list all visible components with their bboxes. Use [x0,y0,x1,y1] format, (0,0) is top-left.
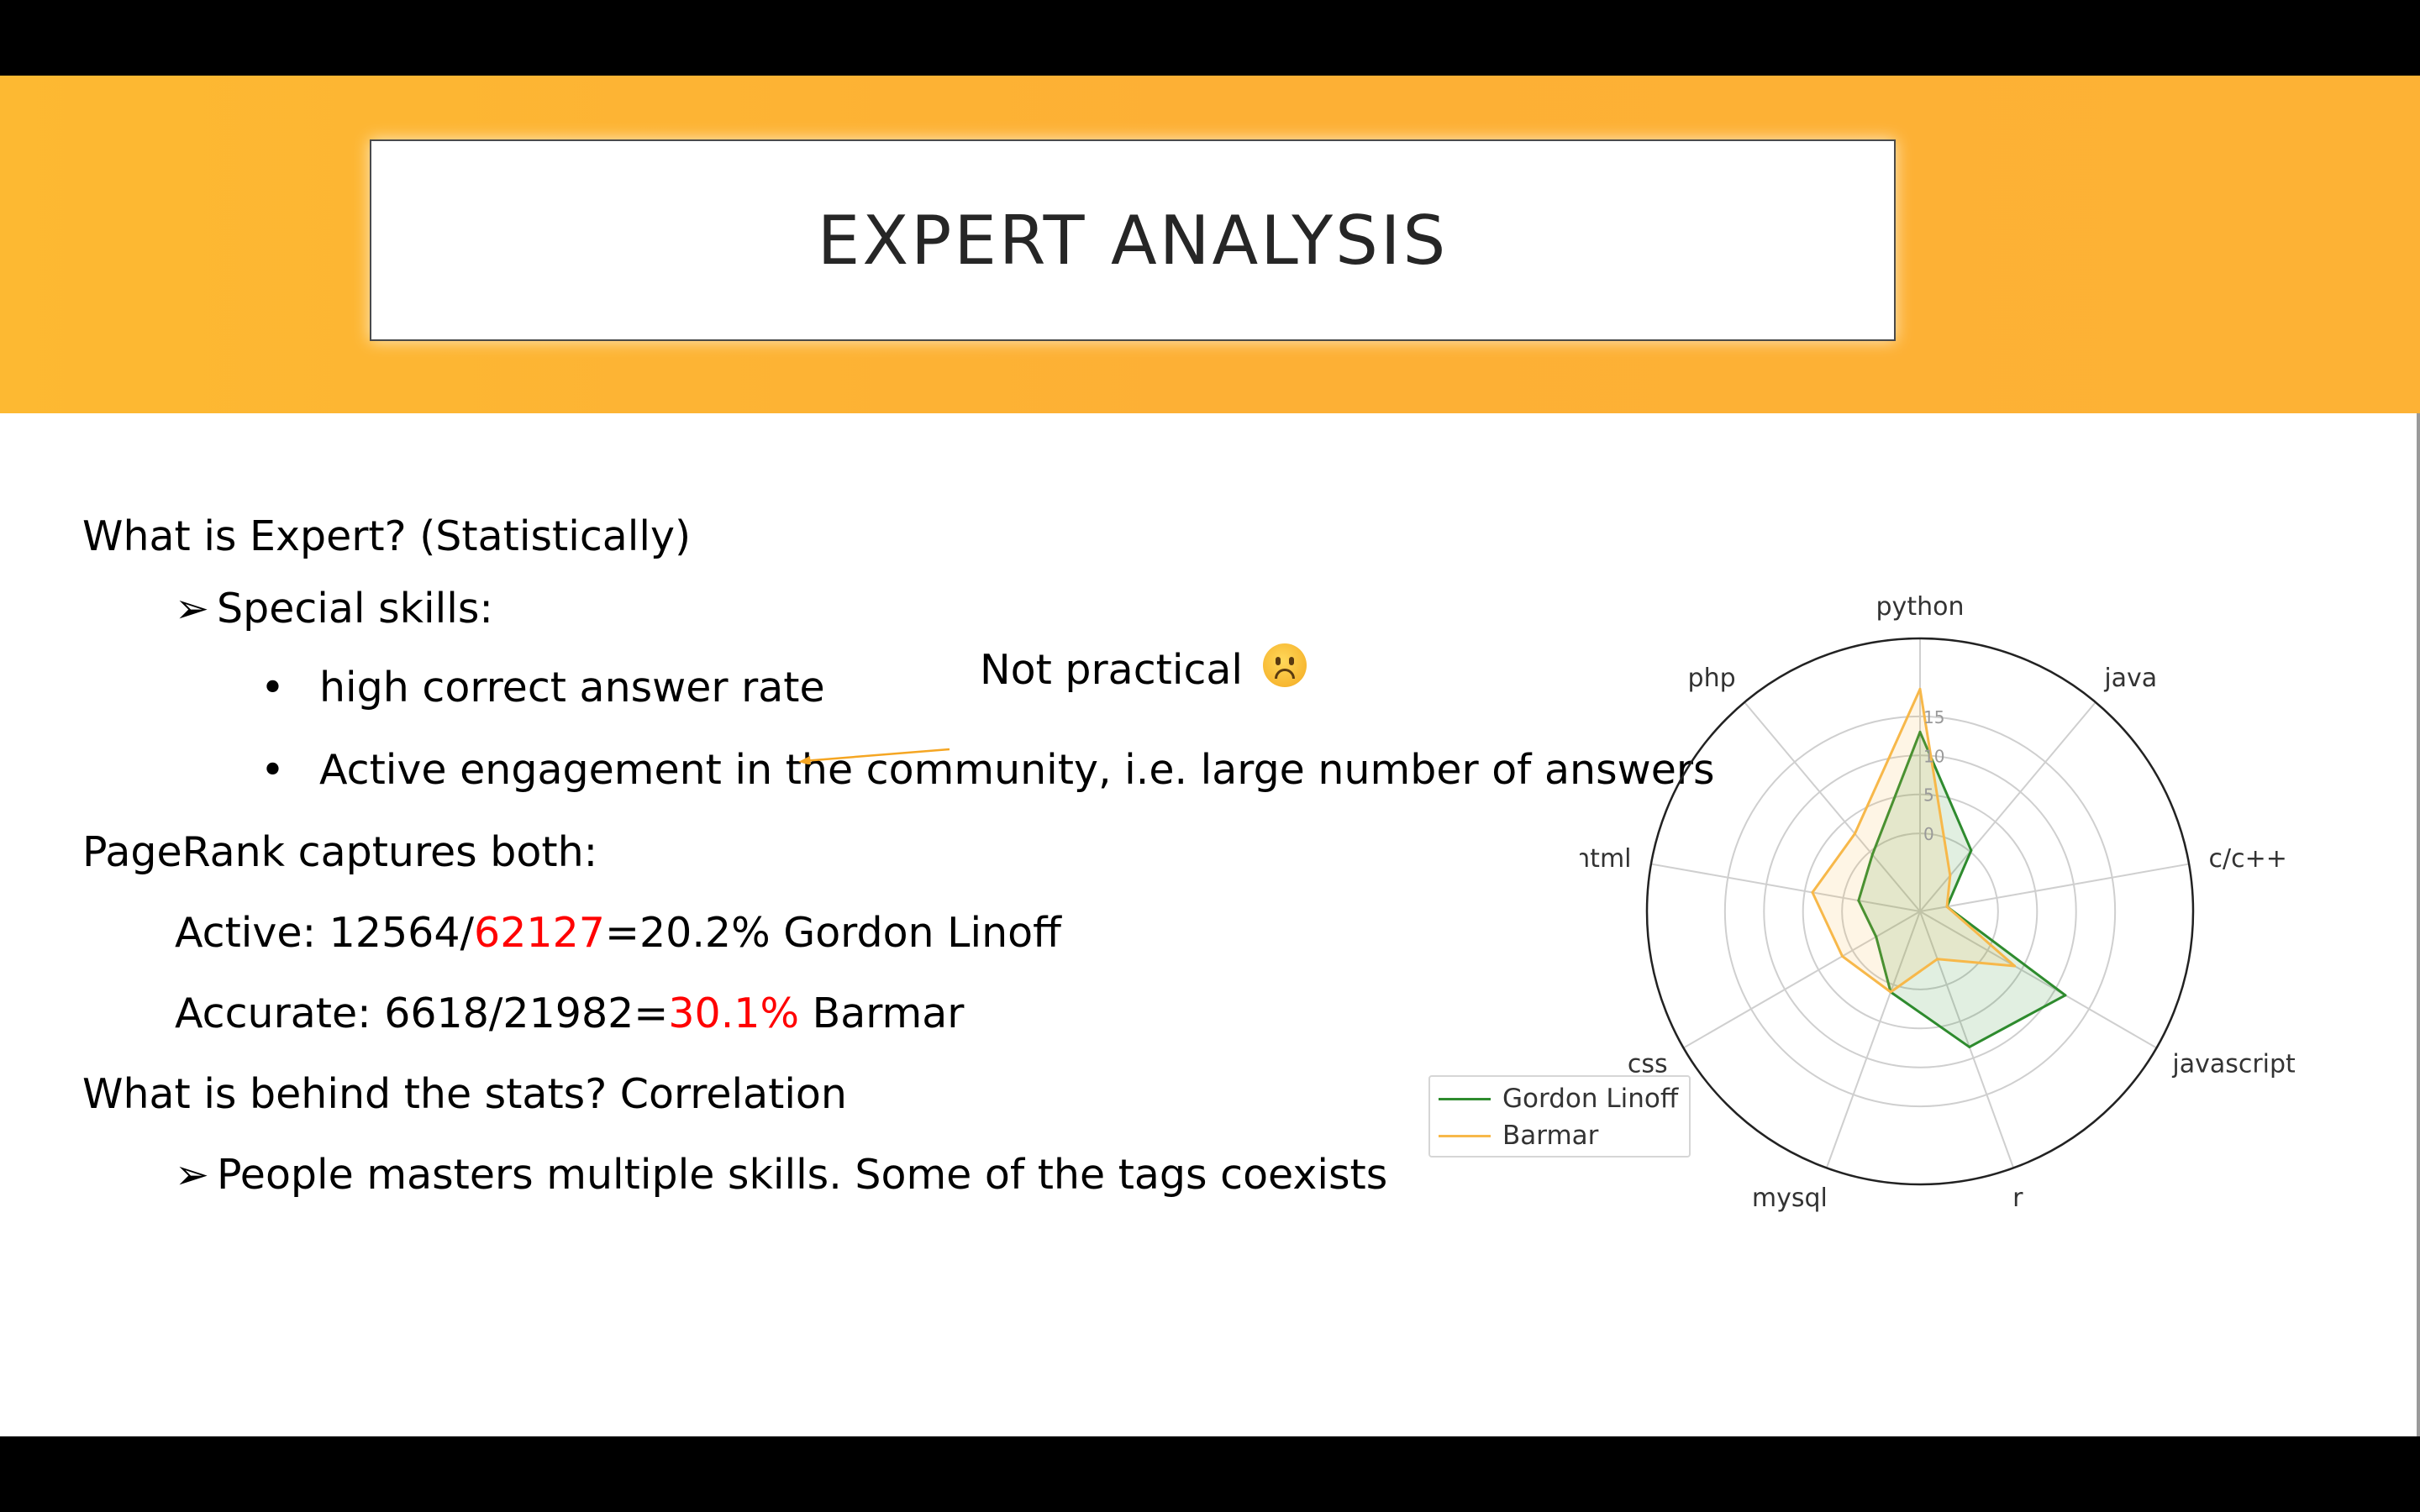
radar-axis-label: python [1876,592,1965,622]
radar-point [1853,832,1856,836]
radar-point [1857,899,1860,902]
note-arrow-icon [798,748,950,764]
radar-point [1811,890,1814,894]
legend-entry-gordon: Gordon Linoff [1439,1082,1678,1116]
radar-point [1918,730,1922,733]
legend-swatch [1439,1134,1491,1137]
title-box: EXPERT ANALYSIS [370,139,1896,341]
legend-label: Gordon Linoff [1502,1084,1679,1114]
bullet-correct-rate-text: high correct answer rate [319,664,825,711]
radar-point [1918,687,1922,690]
pagerank-text: PageRank captures both: [82,828,598,876]
radar-point [1945,905,1949,908]
radar-spoke [1919,863,2190,912]
accurate-stat-prefix: Accurate: 6618/21982= [175,990,669,1037]
radar-outer-ring [1645,637,2195,1186]
radar-spoke [1744,701,1921,912]
not-practical-note: Not practical [980,643,1307,694]
accurate-stat-highlight: 30.1% [668,990,800,1037]
radar-tick-label: 10 [1923,746,1944,766]
bullet-engagement: • Active engagement in the community, i.e… [260,746,1715,794]
active-stat-line: Active: 12564/62127=20.2% Gordon Linoff [175,909,1061,957]
bullet-engagement-text: Active engagement in the community, i.e.… [319,746,1715,794]
slide-title: EXPERT ANALYSIS [817,201,1449,280]
active-stat-prefix: Active: 12564/ [175,909,475,957]
radar-axis-label: css [1628,1050,1668,1079]
legend-entry-barmar: Barmar [1439,1119,1598,1152]
radar-point [1968,1045,1971,1048]
bullet-correct-rate: • high correct answer rate [260,664,825,711]
radar-chart: python java c/c++ javascript r mysql css html ph… [1580,592,2296,1213]
radar-tick-label: 15 [1923,707,1944,727]
radar-point [1841,954,1844,958]
radar-point [1949,874,1952,877]
slide: EXPERT ANALYSIS What is Expert? (Statist… [0,76,2420,1436]
radar-point [1970,848,1973,852]
radar-spoke [1825,911,1921,1168]
radar-tick-label: 5 [1923,785,1934,806]
radar-series [1811,687,2067,1048]
radar-radial-ticks: 0 5 10 15 [1923,707,1944,844]
question-behind-stats-text: What is behind the stats? Correlation [82,1070,847,1118]
radar-point [1889,990,1892,994]
radar-spoke [1919,911,2157,1049]
radar-axis-label: php [1688,664,1736,693]
radar-point [2064,994,2067,997]
radar-spoke [1650,863,1921,912]
radar-spoke [1919,911,2015,1168]
chart-legend: Gordon Linoff Barmar [1428,1075,1691,1158]
dot-bullet-icon: • [260,746,285,794]
radar-point [2013,964,2017,968]
active-stat-suffix: =20.2% Gordon Linoff [604,909,1061,957]
accurate-stat-line: Accurate: 6618/21982=30.1% Barmar [175,990,964,1037]
accurate-stat-suffix: Barmar [799,990,965,1037]
radar-series-0 [1857,730,2067,1048]
dot-bullet-icon: • [260,664,285,711]
pagerank-line: PageRank captures both: [82,828,597,876]
radar-axis-label: c/c++ [2208,844,2286,874]
radar-grid [1645,637,2195,1186]
active-stat-highlight: 62127 [474,909,605,957]
radar-axis-label: mysql [1752,1184,1828,1213]
radar-axis-label: javascript [2171,1050,2296,1079]
question-expert: What is Expert? (Statistically) [82,512,691,560]
radar-axis-label: html [1580,844,1632,874]
question-behind-stats: What is behind the stats? Correlation [82,1070,847,1118]
radar-spoke [1683,911,1921,1049]
legend-swatch [1439,1097,1491,1100]
radar-series-1 [1811,687,2017,994]
people-skills-item: ➢ People masters multiple skills. Some of… [175,1151,1387,1199]
people-skills-text: People masters multiple skills. Some of … [217,1151,1388,1199]
radar-point [1870,853,1874,856]
special-skills-text: Special skills: [217,585,493,633]
radar-tick-label: 0 [1923,824,1934,844]
arrow-bullet-icon: ➢ [175,1151,210,1199]
radar-axis-label: r [2012,1184,2023,1213]
radar-axis-labels: python java c/c++ javascript r mysql css html ph… [1580,592,2296,1213]
title-banner: EXPERT ANALYSIS [0,76,2420,413]
question-expert-text: What is Expert? (Statistically) [82,512,692,560]
special-skills-item: ➢ Special skills: [175,585,493,633]
radar-point [1875,935,1878,938]
radar-point [1936,958,1939,961]
radar-axis-label: java [2103,664,2157,693]
legend-label: Barmar [1502,1121,1599,1151]
slide-border [2417,413,2420,1436]
arrow-bullet-icon: ➢ [175,585,210,633]
not-practical-text: Not practical [980,646,1244,694]
frowning-face-icon [1262,643,1307,687]
